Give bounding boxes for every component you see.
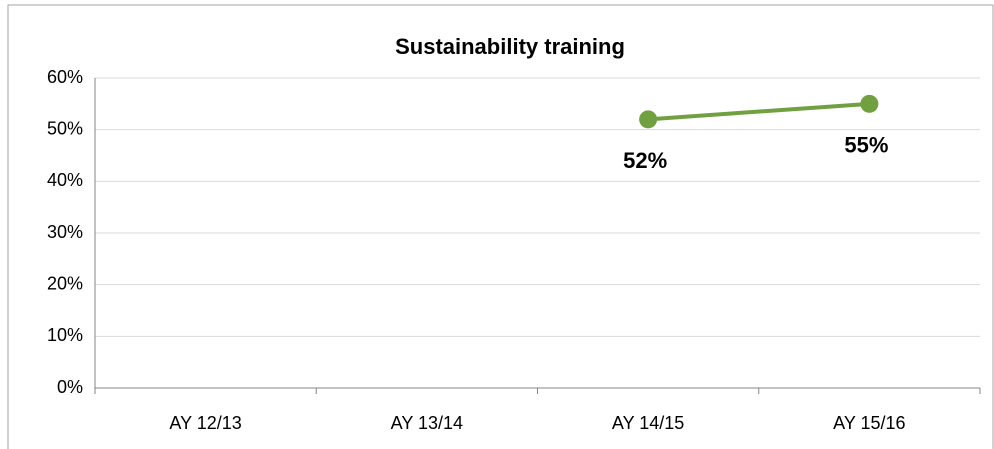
x-tick-label: AY 14/15 (612, 413, 684, 433)
data-line (647, 101, 870, 122)
y-tick-label: 30% (47, 222, 83, 242)
chart-frame (7, 4, 994, 449)
y-tick-label: 60% (47, 67, 83, 87)
data-label: 52% (623, 148, 667, 173)
chart-title: Sustainability training (395, 34, 625, 59)
y-tick-label: 50% (47, 118, 83, 138)
x-tick-label: AY 13/14 (391, 413, 463, 433)
x-tick-label: AY 12/13 (169, 413, 241, 433)
data-point (639, 110, 658, 129)
x-tick-label: AY 15/16 (833, 413, 905, 433)
y-tick-label: 20% (47, 273, 83, 293)
data-point (860, 94, 879, 113)
y-tick-label: 40% (47, 170, 83, 190)
y-tick-label: 0% (57, 377, 83, 397)
data-label: 55% (844, 133, 888, 158)
y-tick-label: 10% (47, 325, 83, 345)
